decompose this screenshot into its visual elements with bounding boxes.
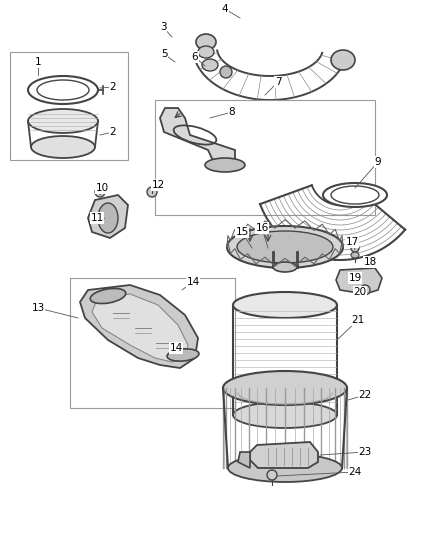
Text: 24: 24 [348, 467, 362, 477]
Text: 6: 6 [192, 52, 198, 62]
Text: 1: 1 [35, 57, 41, 67]
Ellipse shape [237, 231, 333, 263]
Text: 20: 20 [353, 287, 367, 297]
Polygon shape [238, 452, 250, 468]
Ellipse shape [351, 244, 359, 252]
Ellipse shape [220, 66, 232, 78]
Ellipse shape [31, 136, 95, 158]
Ellipse shape [233, 292, 337, 318]
Text: 5: 5 [161, 49, 167, 59]
Text: 3: 3 [160, 22, 166, 32]
Text: 14: 14 [170, 343, 183, 353]
Text: 10: 10 [95, 183, 109, 193]
Polygon shape [88, 195, 128, 238]
Text: 22: 22 [358, 390, 371, 400]
Ellipse shape [273, 262, 297, 272]
Ellipse shape [331, 186, 379, 204]
Text: 13: 13 [32, 303, 45, 313]
Text: 2: 2 [110, 127, 117, 137]
Ellipse shape [28, 109, 98, 133]
Ellipse shape [323, 183, 387, 207]
Text: 19: 19 [348, 273, 362, 283]
Ellipse shape [198, 46, 214, 58]
Ellipse shape [196, 34, 216, 50]
Text: 4: 4 [222, 4, 228, 14]
Polygon shape [250, 442, 318, 468]
Ellipse shape [205, 158, 245, 172]
Bar [10, 52, 128, 160]
Text: 11: 11 [90, 213, 104, 223]
Ellipse shape [233, 402, 337, 428]
Ellipse shape [90, 288, 126, 304]
Ellipse shape [28, 76, 98, 104]
Ellipse shape [228, 454, 342, 482]
Ellipse shape [167, 349, 199, 361]
Text: 9: 9 [374, 157, 381, 167]
Text: 17: 17 [346, 237, 359, 247]
Ellipse shape [202, 59, 218, 71]
Ellipse shape [223, 371, 347, 405]
Text: 14: 14 [187, 277, 200, 287]
Text: 15: 15 [235, 227, 249, 237]
Ellipse shape [351, 252, 359, 258]
Text: 23: 23 [358, 447, 371, 457]
Ellipse shape [267, 470, 277, 480]
Polygon shape [336, 268, 382, 294]
Polygon shape [92, 294, 188, 362]
Bar [155, 100, 375, 215]
Ellipse shape [227, 226, 343, 268]
Ellipse shape [360, 285, 370, 295]
Ellipse shape [37, 80, 89, 100]
Text: 2: 2 [110, 82, 117, 92]
Text: 12: 12 [152, 180, 165, 190]
Polygon shape [80, 285, 198, 368]
Text: 18: 18 [364, 257, 377, 267]
Ellipse shape [331, 50, 355, 70]
Ellipse shape [98, 203, 118, 233]
Bar [70, 278, 235, 408]
Text: 7: 7 [275, 77, 281, 87]
Text: 16: 16 [255, 223, 268, 233]
Text: 8: 8 [229, 107, 235, 117]
Text: 21: 21 [351, 315, 364, 325]
Ellipse shape [364, 260, 372, 268]
Ellipse shape [147, 187, 157, 197]
Polygon shape [160, 108, 235, 165]
Ellipse shape [95, 187, 105, 197]
